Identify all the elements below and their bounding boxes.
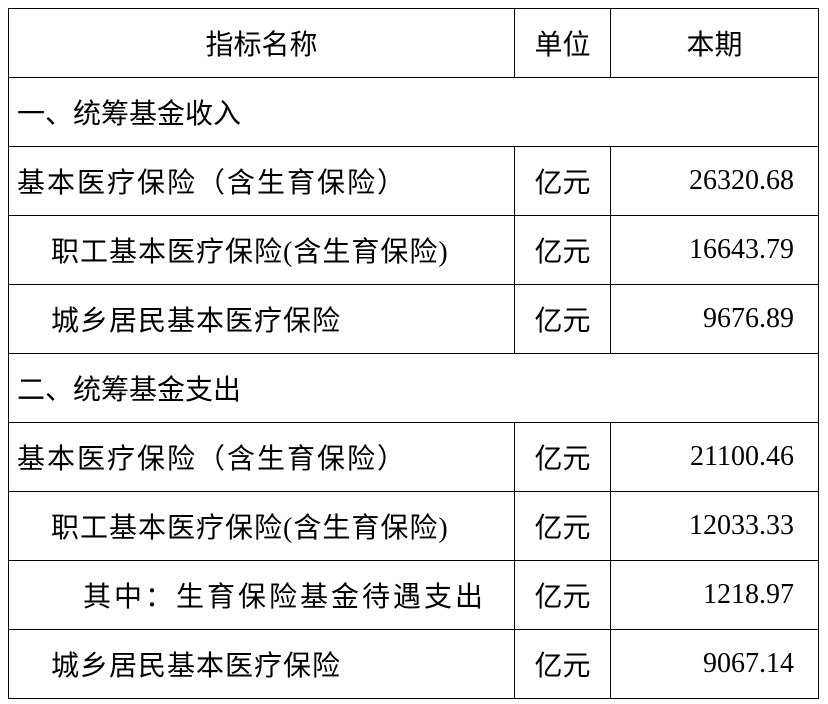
section-title: 一、统筹基金收入 xyxy=(8,77,819,147)
indicator: 基本医疗保险（含生育保险） xyxy=(8,146,515,216)
indicator: 职工基本医疗保险(含生育保险) xyxy=(8,215,515,285)
header-cell: 单位 xyxy=(514,8,611,78)
value: 1218.97 xyxy=(610,560,819,630)
indicator: 城乡居民基本医疗保险 xyxy=(8,629,515,699)
unit: 亿元 xyxy=(514,284,611,354)
row: 基本医疗保险（含生育保险） 亿元 21100.46 xyxy=(8,422,819,492)
row: 基本医疗保险（含生育保险） 亿元 26320.68 xyxy=(8,146,819,216)
section-row: 一、统筹基金收入 xyxy=(8,77,819,147)
value: 9067.14 xyxy=(610,629,819,699)
unit: 亿元 xyxy=(514,560,611,630)
row: 城乡居民基本医疗保险 亿元 9067.14 xyxy=(8,629,819,699)
row: 城乡居民基本医疗保险 亿元 9676.89 xyxy=(8,284,819,354)
unit: 亿元 xyxy=(514,146,611,216)
value: 21100.46 xyxy=(610,422,819,492)
unit: 亿元 xyxy=(514,491,611,561)
unit: 亿元 xyxy=(514,215,611,285)
data-table: 指标名称 单位 本期 一、统筹基金收入 基本医疗保险（含生育保险） 亿元 26320… xyxy=(8,8,819,699)
row: 职工基本医疗保险(含生育保险) 亿元 12033.33 xyxy=(8,491,819,561)
value: 26320.68 xyxy=(610,146,819,216)
indicator: 基本医疗保险（含生育保险） xyxy=(8,422,515,492)
value: 16643.79 xyxy=(610,215,819,285)
unit: 亿元 xyxy=(514,629,611,699)
indicator: 城乡居民基本医疗保险 xyxy=(8,284,515,354)
row: 其中：生育保险基金待遇支出 亿元 1218.97 xyxy=(8,560,819,630)
section-title: 二、统筹基金支出 xyxy=(8,353,819,423)
indicator: 其中：生育保险基金待遇支出 xyxy=(8,560,515,630)
unit: 亿元 xyxy=(514,422,611,492)
value: 12033.33 xyxy=(610,491,819,561)
row: 职工基本医疗保险(含生育保险) 亿元 16643.79 xyxy=(8,215,819,285)
value: 9676.89 xyxy=(610,284,819,354)
indicator: 职工基本医疗保险(含生育保险) xyxy=(8,491,515,561)
header-cell: 本期 xyxy=(610,8,819,78)
header-cell: 指标名称 xyxy=(8,8,515,78)
header-row: 指标名称 单位 本期 xyxy=(8,8,819,78)
section-row: 二、统筹基金支出 xyxy=(8,353,819,423)
